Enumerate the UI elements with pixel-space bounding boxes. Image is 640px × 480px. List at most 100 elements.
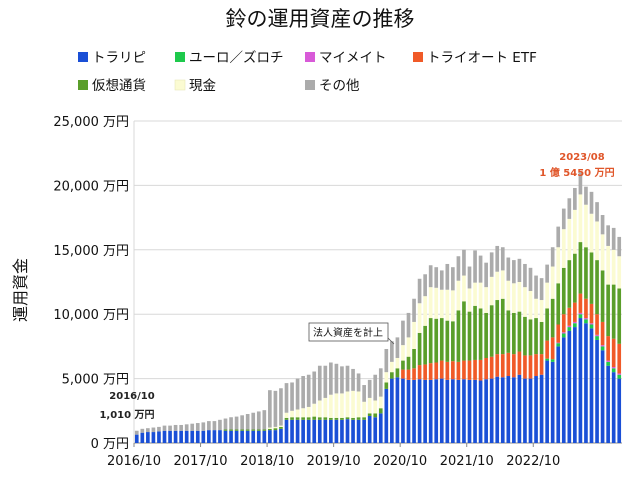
bar-segment [218,419,222,431]
bar-segment [556,226,561,248]
bar-segment [168,430,172,443]
bar-segment [273,390,278,427]
bar-segment [356,391,361,418]
legend-label: ユーロ／ズロチ [189,50,284,66]
bar-segment [417,365,422,380]
bar-segment [606,225,610,246]
bar-segment [317,365,322,401]
bar-segment [284,417,289,420]
bar-segment [567,330,572,443]
bar-segment [595,336,599,340]
bar-segment [229,430,233,443]
bar-segment [600,346,605,351]
bar-segment [611,227,616,250]
bar-segment [523,378,527,443]
bar-segment [212,430,217,443]
bar-segment [573,209,577,254]
bar-segment [462,249,466,276]
bar-segment [395,377,400,443]
bar-segment [556,346,561,443]
bar-segment [456,310,461,362]
bar-segment [351,390,355,418]
bar-segment [140,428,145,433]
bar-segment [545,308,549,341]
bar-segment [434,287,439,319]
bar-segment [495,354,500,377]
bar-segment [617,288,622,344]
bar-segment [268,428,272,431]
bar-segment [384,388,389,443]
bar-segment [229,417,233,430]
bar-segment [589,328,594,443]
bar-segment [351,368,355,391]
bar-segment [273,426,278,429]
bar-segment [401,320,405,346]
x-tick-label: 2018/10 [240,454,294,469]
bar-segment [367,397,372,414]
bar-segment [456,256,461,281]
bar-segment [223,418,228,430]
bar-segment [567,218,572,261]
bar-segment [356,419,361,443]
bar-segment [512,283,516,313]
bar-segment [495,300,500,355]
bar-segment [528,291,533,320]
bar-segment [534,318,538,355]
legend-label: トラリピ [92,50,146,66]
bar-segment [279,428,283,443]
x-tick-label: 2022/10 [506,454,560,469]
bar-segment [378,368,383,397]
bar-segment [495,376,500,443]
bar-segment [584,247,588,299]
bar-segment [578,242,583,294]
bar-segment [539,321,544,355]
bar-segment [367,379,372,398]
bar-segment [417,379,422,443]
legend-label: その他 [319,78,360,94]
bar-segment [423,296,427,326]
bar-segment [445,379,450,443]
bar-segment [290,419,294,443]
bar-segment [439,360,444,379]
bar-segment [528,319,533,356]
bar-segment [451,321,455,362]
bar-segment [611,368,616,373]
bar-segment [345,419,350,443]
legend-swatch [78,52,88,62]
bar-segment [190,430,195,443]
bar-segment [595,202,599,222]
bar-segment [617,343,622,374]
bar-segment [290,382,294,411]
bar-segment [417,278,422,304]
bar-segment [345,391,350,418]
peak-annotation-value: 1 億 5450 万円 [539,166,614,179]
bar-segment [229,429,233,431]
bar-segment [578,172,583,195]
bar-segment [545,358,549,361]
bar-segment [390,378,394,443]
bar-segment [578,314,583,319]
bar-segment [584,318,588,320]
y-tick-label: 0 万円 [91,437,129,452]
bar-segment [434,267,439,288]
bar-segment [195,423,200,431]
bar-segment [600,321,605,346]
bar-segment [218,430,222,443]
bar-segment [606,360,610,362]
bar-segment [390,341,394,362]
bar-segment [462,301,466,361]
bar-segment [406,356,411,370]
bar-segment [595,260,599,315]
bar-segment [351,419,355,443]
bar-segment [500,298,505,355]
bar-segment [567,325,572,328]
bar-segment [279,426,283,429]
bar-segment [356,373,361,392]
bar-segment [456,361,461,380]
bar-segment [384,382,389,389]
bar-segment [589,213,594,253]
legend-label: 仮想通貨 [92,77,146,94]
bar-segment [534,354,538,377]
bar-segment [334,393,339,418]
bar-segment [201,430,206,443]
